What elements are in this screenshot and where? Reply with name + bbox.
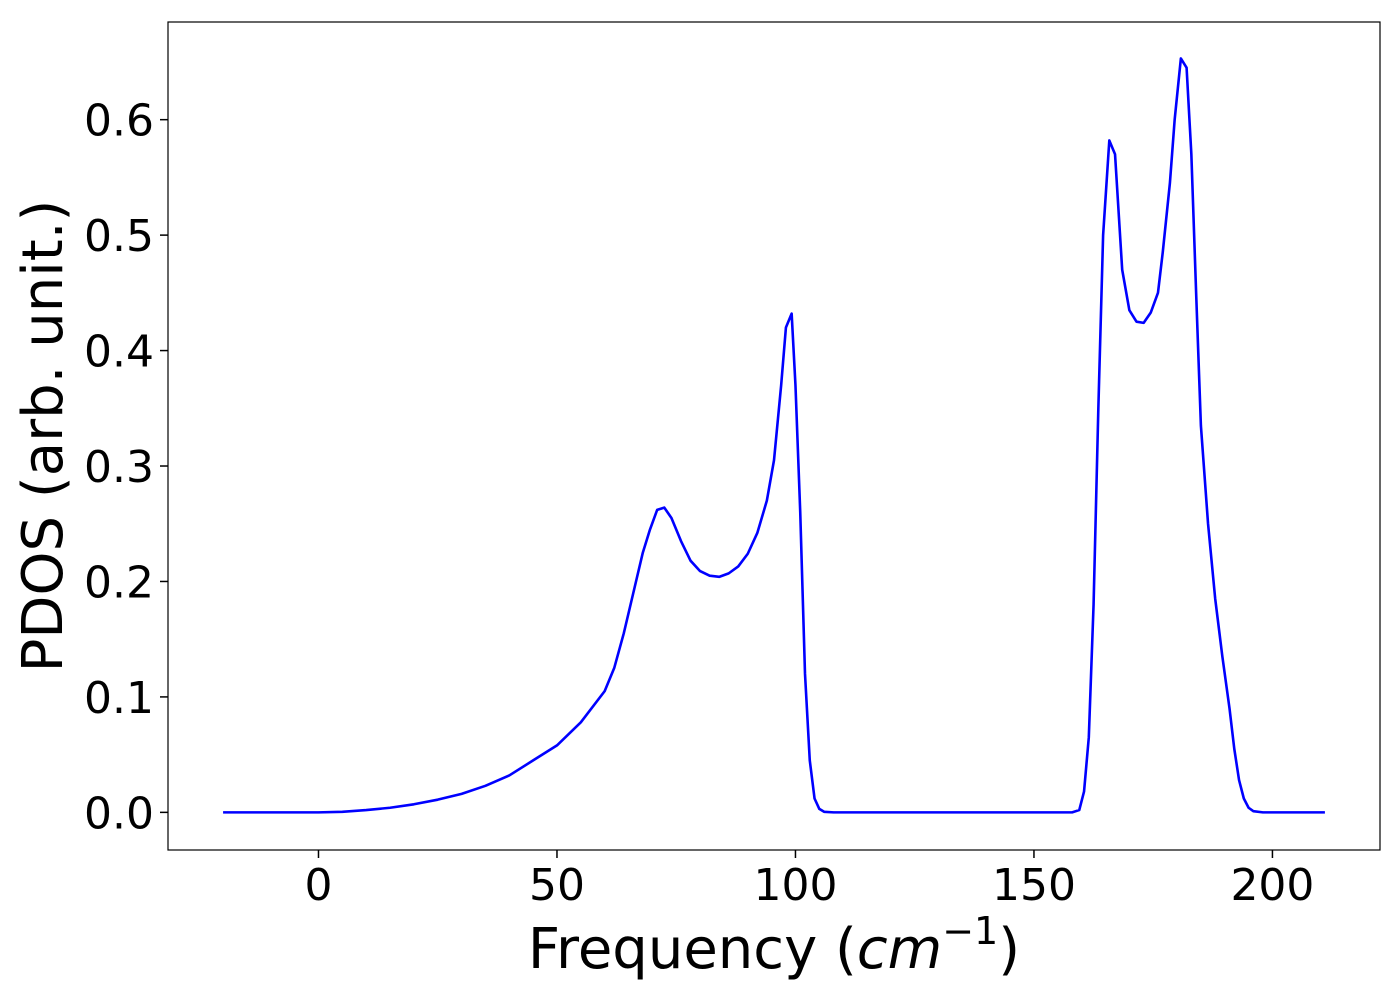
x-label-exponent: −1 xyxy=(942,909,998,953)
y-tick-label: 0.6 xyxy=(84,96,154,147)
x-tick-label: 200 xyxy=(1230,860,1314,911)
y-tick-label: 0.0 xyxy=(84,788,154,839)
y-tick-label: 0.2 xyxy=(84,557,154,608)
y-tick-label: 0.1 xyxy=(84,673,154,724)
x-label-unit: cm xyxy=(857,917,942,982)
x-tick-label: 100 xyxy=(753,860,837,911)
x-label-part: Frequency ( xyxy=(528,917,857,982)
x-tick-label: 0 xyxy=(304,860,332,911)
y-tick-label: 0.4 xyxy=(84,327,154,378)
line-series xyxy=(223,57,1325,814)
x-label-part: ) xyxy=(998,917,1020,982)
y-axis-label: PDOS (arb. unit.) xyxy=(11,200,76,673)
y-tick-label: 0.3 xyxy=(84,442,154,493)
x-tick-label: 50 xyxy=(529,860,585,911)
y-tick-label: 0.5 xyxy=(84,211,154,262)
x-axis-label: Frequency (cm−1) xyxy=(528,909,1020,982)
x-tick-label: 150 xyxy=(992,860,1076,911)
plot-frame xyxy=(167,21,1381,851)
